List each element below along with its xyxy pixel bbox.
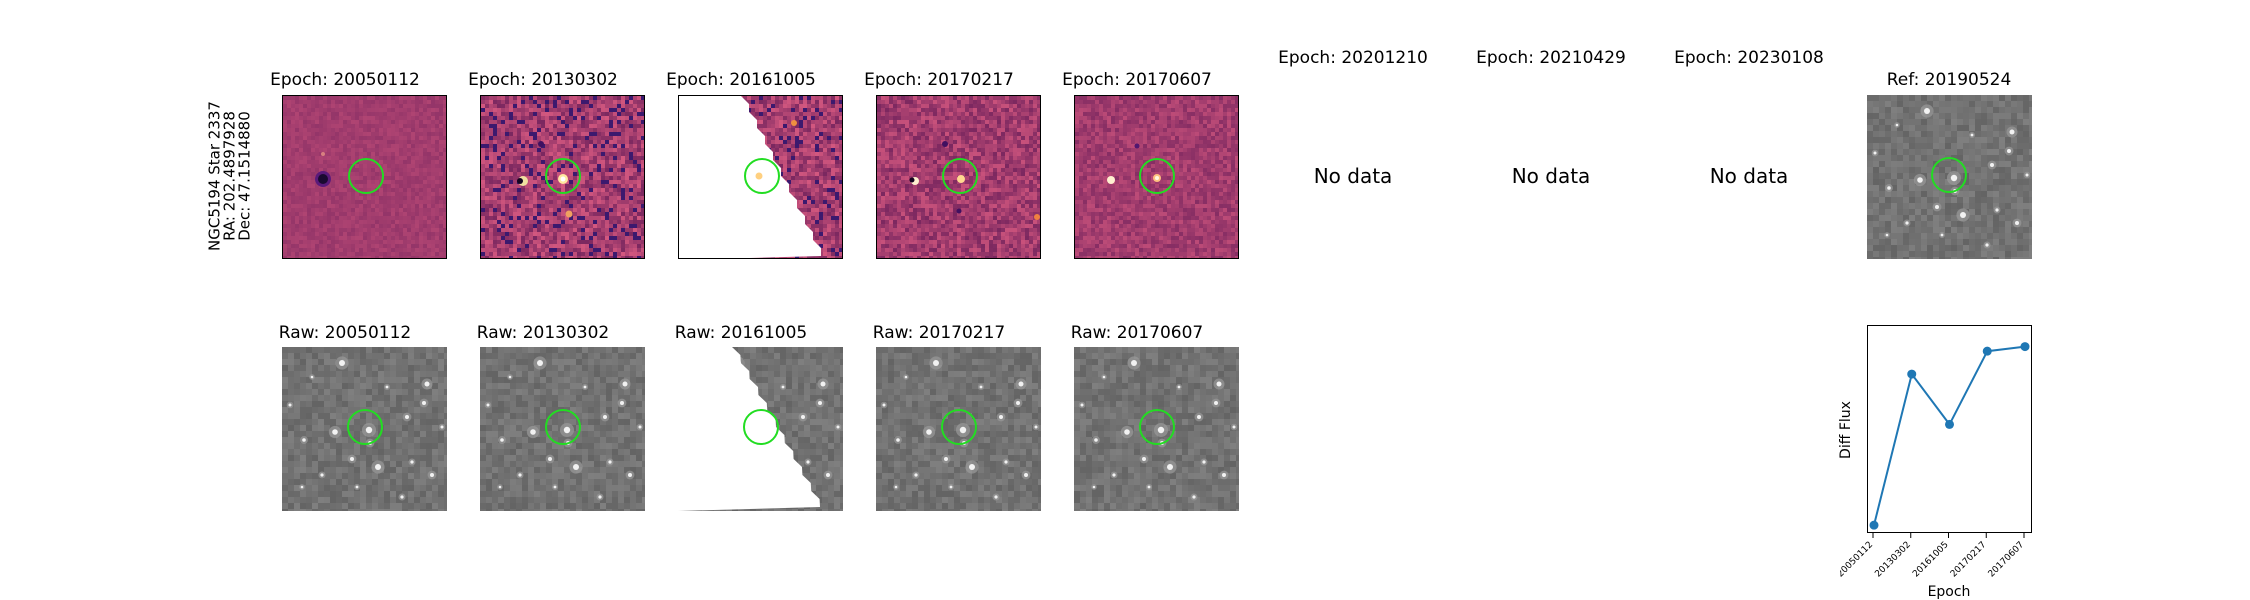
raw-title-4: Raw: 20170217: [872, 323, 1006, 343]
aperture-circle: [1139, 409, 1175, 445]
raw-title-2: Raw: 20130302: [476, 323, 610, 343]
aperture-circle: [744, 158, 780, 194]
diff-image-20130302: [480, 95, 645, 259]
raw-image-20050112: [282, 347, 447, 511]
nodata-message-1: No data: [1313, 164, 1393, 188]
epoch-title-1: Epoch: 20050112: [270, 70, 420, 90]
x-tick-label-20170217: 20170217: [1949, 540, 1988, 579]
aperture-circle: [942, 158, 978, 194]
reference-image: [1867, 95, 2032, 259]
flux-point-20050112: [1869, 520, 1879, 530]
x-tick-label-20130302: 20130302: [1873, 540, 1912, 579]
light-curve-plot: [1869, 342, 2030, 530]
x-tick-label-20170607: 20170607: [1987, 540, 2026, 579]
aperture-circle: [1931, 157, 1967, 193]
y-axis-label: Diff Flux: [1838, 401, 1854, 459]
aperture-circle: [347, 409, 383, 445]
raw-title-3: Raw: 20161005: [674, 323, 808, 343]
raw-title-5: Raw: 20170607: [1070, 323, 1204, 343]
aperture-circle: [941, 409, 977, 445]
epoch-title-4: Epoch: 20170217: [864, 70, 1014, 90]
star-dec: Dec: 47.1514880: [235, 111, 254, 241]
raw-image-20170607: [1074, 347, 1239, 511]
raw-image-20170217: [876, 347, 1041, 511]
aperture-circle: [1139, 158, 1175, 194]
star-info-label: NGC5194 Star 2337 RA: 202.4897928 Dec: 4…: [206, 101, 254, 251]
epoch-title-6: Epoch: 20201210: [1278, 48, 1428, 68]
epoch-title-3: Epoch: 20161005: [666, 70, 816, 90]
aperture-circle: [743, 409, 779, 445]
raw-image-20161005: [678, 347, 843, 511]
ref-title: Ref: 20190524: [1886, 70, 2012, 90]
x-axis-label: Epoch: [1927, 584, 1971, 600]
epoch-title-5: Epoch: 20170607: [1062, 70, 1212, 90]
flux-point-20130302: [1907, 369, 1917, 379]
epoch-title-2: Epoch: 20130302: [468, 70, 618, 90]
aperture-circle: [545, 409, 581, 445]
diff-image-20161005: [678, 95, 843, 259]
x-tick-label-20050112: 20050112: [1840, 540, 1875, 579]
nodata-message-3: No data: [1709, 164, 1789, 188]
x-tick-label-20161005: 20161005: [1911, 540, 1950, 579]
aperture-circle: [348, 158, 384, 194]
flux-line: [1873, 345, 2026, 526]
nodata-message-2: No data: [1511, 164, 1591, 188]
diff-image-20050112: [282, 95, 447, 259]
diff-image-20170607: [1074, 95, 1239, 259]
epoch-title-7: Epoch: 20210429: [1476, 48, 1626, 68]
flux-point-20161005: [1945, 419, 1954, 429]
raw-title-1: Raw: 20050112: [278, 323, 412, 343]
diff-image-20170217: [876, 95, 1041, 259]
aperture-circle: [545, 158, 581, 194]
raw-image-20130302: [480, 347, 645, 511]
epoch-title-8: Epoch: 20230108: [1674, 48, 1824, 68]
flux-point-20170217: [1982, 346, 1992, 356]
flux-point-20170607: [2020, 342, 2030, 352]
light-curve-axes: [1867, 325, 2032, 533]
